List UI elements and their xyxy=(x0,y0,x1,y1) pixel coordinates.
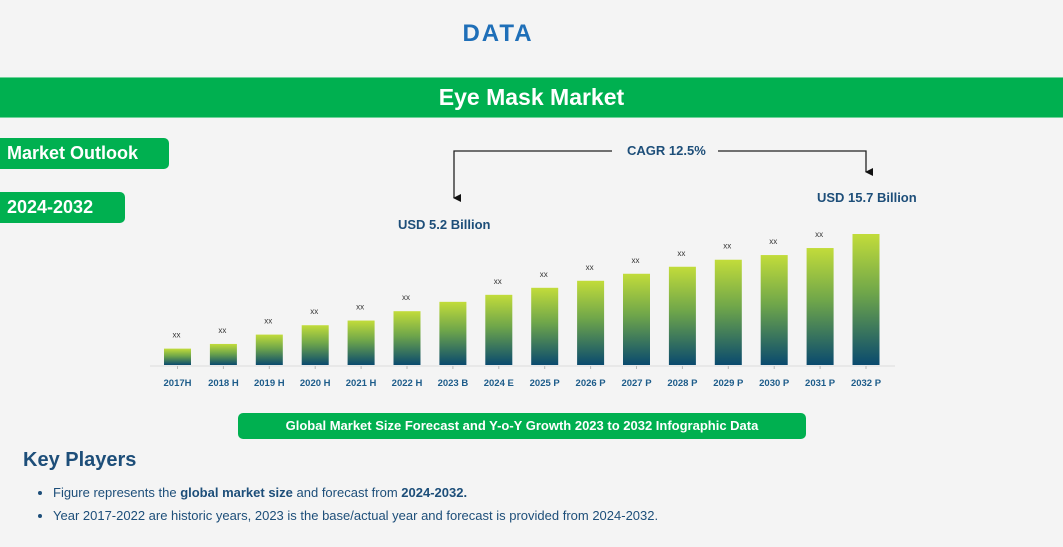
bar-2026p xyxy=(577,280,605,365)
bar-2024e xyxy=(485,294,513,365)
bar-2027p xyxy=(623,273,650,365)
bar-2021h xyxy=(347,320,375,365)
data-label: xx xyxy=(632,256,640,265)
x-tick-label: 2032 P xyxy=(851,378,882,389)
x-tick-label: 2027 P xyxy=(621,378,652,389)
bar-2028p xyxy=(668,266,696,365)
data-label: xx xyxy=(723,242,731,251)
bar-2025p xyxy=(531,287,559,365)
cagr-arrow-left xyxy=(453,150,612,202)
x-tick-label: 2031 P xyxy=(805,378,836,389)
data-label: xx xyxy=(494,277,502,286)
market-outlook-badge: Market Outlook xyxy=(0,138,169,169)
bar-2023b xyxy=(439,301,467,365)
x-tick-label: 2028 P xyxy=(667,378,698,389)
note-text: Figure represents the xyxy=(53,485,181,500)
notes-list: Figure represents the global market size… xyxy=(33,485,658,531)
x-tick-label: 2026 P xyxy=(576,378,607,389)
cagr-label: CAGR 12.5% xyxy=(627,143,706,158)
bar-2017h xyxy=(164,348,191,365)
note-bold: global market size xyxy=(180,485,293,500)
bar-2029p xyxy=(714,259,742,365)
note-item: Year 2017-2022 are historic years, 2023 … xyxy=(53,508,658,524)
data-label: xx xyxy=(356,303,364,312)
data-label: xx xyxy=(402,293,410,302)
data-label: xx xyxy=(264,317,272,326)
x-tick-label: 2021 H xyxy=(346,378,377,389)
x-tick-label: 2025 P xyxy=(530,378,561,389)
data-label: xx xyxy=(310,307,318,316)
x-tick-label: 2023 B xyxy=(438,378,469,389)
bar-chart: 2017H xx 2018 H xx 2019 H xx 2020 H xx 2021 H xx 2… xyxy=(150,150,895,389)
data-label: xx xyxy=(218,326,226,335)
data-label: xx xyxy=(815,230,823,239)
x-tick-label: 2019 H xyxy=(254,378,285,389)
bar-2018h xyxy=(209,343,237,365)
bar-2030p xyxy=(760,255,788,365)
data-label: xx xyxy=(769,237,777,246)
bar-2032p xyxy=(852,234,880,365)
page-title: DATA xyxy=(462,20,534,47)
data-label: xx xyxy=(677,249,685,258)
bar-2031p xyxy=(806,248,834,365)
end-value-label: USD 15.7 Billion xyxy=(817,190,917,205)
note-item: Figure represents the global market size… xyxy=(53,485,658,501)
x-tick-label: 2022 H xyxy=(392,378,423,389)
period-badge: 2024-2032 xyxy=(0,192,125,223)
x-tick-label: 2017H xyxy=(164,378,192,389)
x-tick-label: 2020 H xyxy=(300,378,331,389)
x-tick-label: 2024 E xyxy=(484,378,514,389)
bar-2020h xyxy=(301,325,329,365)
x-tick-label: 2029 P xyxy=(713,378,744,389)
chart-caption: Global Market Size Forecast and Y-o-Y Gr… xyxy=(238,413,806,439)
cagr-arrow-right xyxy=(718,150,873,176)
bar-2019h xyxy=(255,334,283,365)
data-label: xx xyxy=(586,263,594,272)
bar-2022h xyxy=(393,311,421,365)
x-tick-label: 2018 H xyxy=(208,378,239,389)
note-bold: 2024-2032. xyxy=(401,485,468,500)
x-tick-label: 2030 P xyxy=(759,378,790,389)
start-value-label: USD 5.2 Billion xyxy=(398,217,491,232)
note-text: and forecast from xyxy=(292,485,402,500)
market-banner: Eye Mask Market xyxy=(0,77,1063,118)
data-label: xx xyxy=(173,331,181,340)
key-players-heading: Key Players xyxy=(23,449,137,471)
data-label: xx xyxy=(540,270,548,279)
